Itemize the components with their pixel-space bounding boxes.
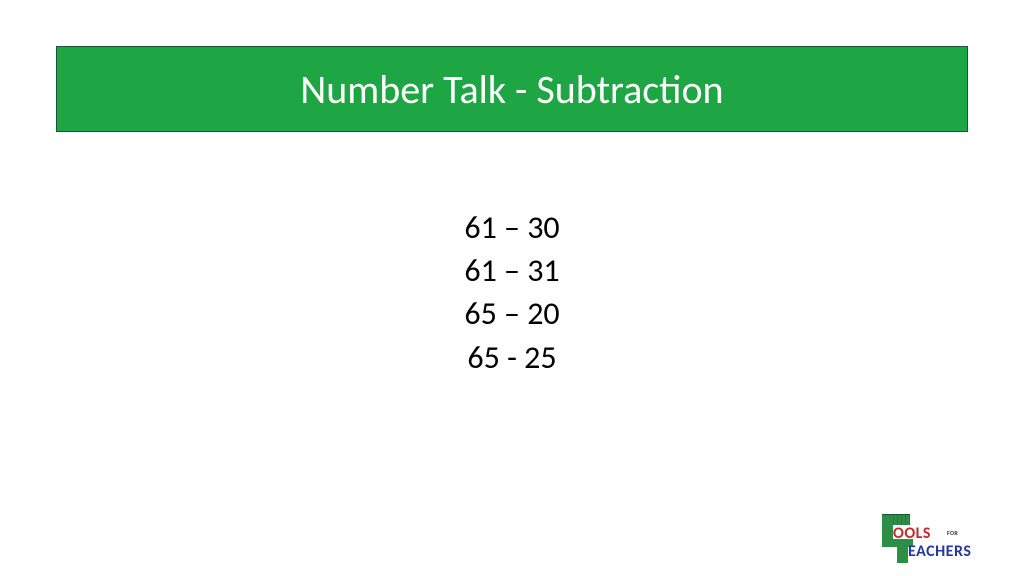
slide-title: Number Talk - Subtraction xyxy=(300,65,723,114)
logo-text-eachers: EACHERS xyxy=(908,542,971,561)
tools-for-teachers-logo: OOLS FOR EACHERS xyxy=(882,514,1002,564)
problems-list: 61 – 30 61 – 31 65 – 20 65 - 25 xyxy=(0,206,1024,379)
problem-line: 61 – 31 xyxy=(464,249,559,292)
problem-line: 65 – 20 xyxy=(464,292,559,335)
title-banner: Number Talk - Subtraction xyxy=(56,46,968,132)
logo-text-for: FOR xyxy=(947,529,958,537)
logo-t-stem xyxy=(882,517,893,547)
problem-line: 65 - 25 xyxy=(467,336,556,379)
problem-line: 61 – 30 xyxy=(464,206,559,249)
logo-t2-stem xyxy=(897,539,908,563)
